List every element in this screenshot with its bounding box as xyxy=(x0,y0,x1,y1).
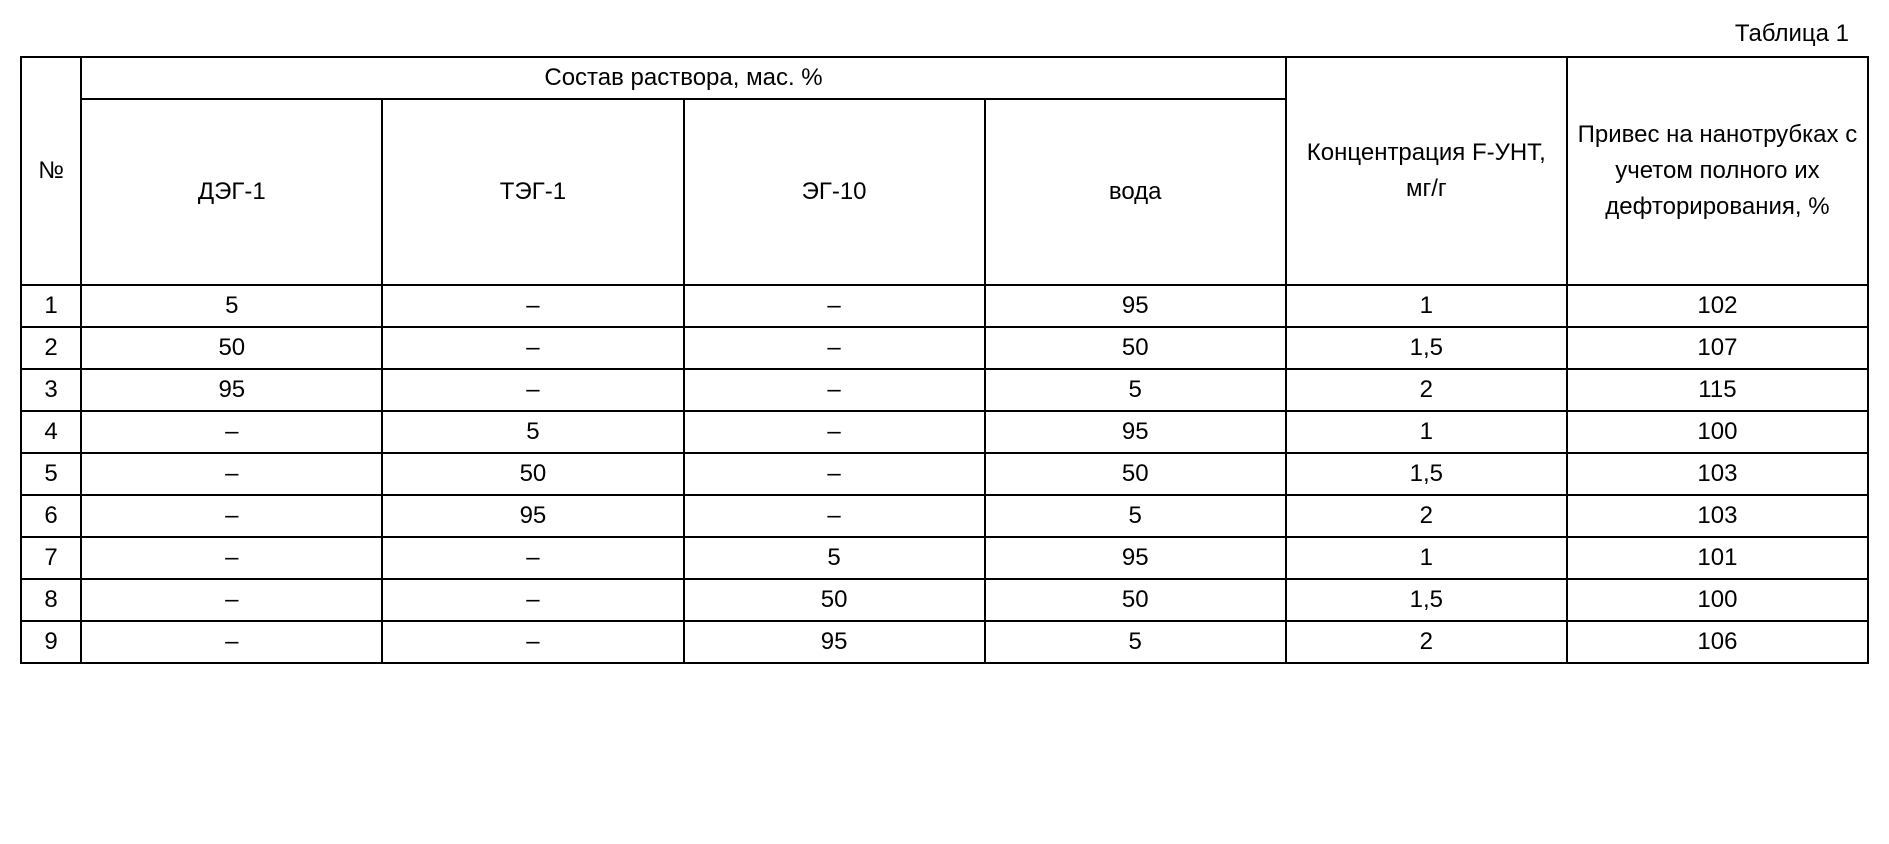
cell: 50 xyxy=(81,327,382,369)
table-row: 8 – – 50 50 1,5 100 xyxy=(21,579,1868,621)
cell: 50 xyxy=(985,579,1286,621)
cell: – xyxy=(382,369,683,411)
cell: – xyxy=(382,537,683,579)
cell: – xyxy=(684,327,985,369)
cell-conc: 2 xyxy=(1286,621,1567,663)
cell-gain: 100 xyxy=(1567,411,1868,453)
cell: – xyxy=(684,285,985,327)
table-caption: Таблица 1 xyxy=(20,20,1849,48)
cell: – xyxy=(684,495,985,537)
cell-gain: 101 xyxy=(1567,537,1868,579)
table-row: 3 95 – – 5 2 115 xyxy=(21,369,1868,411)
cell: 5 xyxy=(81,285,382,327)
col-eg10: ЭГ-10 xyxy=(684,99,985,285)
cell: 5 xyxy=(684,537,985,579)
cell: 95 xyxy=(985,537,1286,579)
cell: – xyxy=(684,453,985,495)
cell-num: 2 xyxy=(21,327,81,369)
cell-conc: 2 xyxy=(1286,495,1567,537)
cell-num: 9 xyxy=(21,621,81,663)
table-row: 7 – – 5 95 1 101 xyxy=(21,537,1868,579)
cell: 5 xyxy=(985,621,1286,663)
cell-num: 6 xyxy=(21,495,81,537)
cell: – xyxy=(684,369,985,411)
cell: – xyxy=(81,579,382,621)
table-body: 1 5 – – 95 1 102 2 50 – – 50 1,5 107 3 9… xyxy=(21,285,1868,663)
table-header-row-1: № Состав раствора, мас. % Концентрация F… xyxy=(21,57,1868,99)
cell: 95 xyxy=(382,495,683,537)
cell-num: 1 xyxy=(21,285,81,327)
cell: – xyxy=(81,621,382,663)
col-concentration: Концентрация F-УНТ, мг/г xyxy=(1286,57,1567,285)
cell-conc: 1 xyxy=(1286,537,1567,579)
table-row: 5 – 50 – 50 1,5 103 xyxy=(21,453,1868,495)
cell: 50 xyxy=(382,453,683,495)
cell-gain: 115 xyxy=(1567,369,1868,411)
cell: 50 xyxy=(985,327,1286,369)
col-gain: Привес на нанотрубках с учетом полного и… xyxy=(1567,57,1868,285)
cell: – xyxy=(382,621,683,663)
table-row: 9 – – 95 5 2 106 xyxy=(21,621,1868,663)
table-row: 1 5 – – 95 1 102 xyxy=(21,285,1868,327)
col-teg1: ТЭГ-1 xyxy=(382,99,683,285)
cell: 95 xyxy=(985,285,1286,327)
cell: 5 xyxy=(985,495,1286,537)
cell-gain: 107 xyxy=(1567,327,1868,369)
cell-conc: 1,5 xyxy=(1286,327,1567,369)
table-row: 4 – 5 – 95 1 100 xyxy=(21,411,1868,453)
cell-gain: 103 xyxy=(1567,453,1868,495)
table-row: 2 50 – – 50 1,5 107 xyxy=(21,327,1868,369)
cell-num: 7 xyxy=(21,537,81,579)
cell-num: 8 xyxy=(21,579,81,621)
cell: – xyxy=(81,411,382,453)
cell-gain: 102 xyxy=(1567,285,1868,327)
col-group-composition: Состав раствора, мас. % xyxy=(81,57,1286,99)
cell: – xyxy=(382,579,683,621)
col-water: вода xyxy=(985,99,1286,285)
cell-gain: 103 xyxy=(1567,495,1868,537)
cell: 5 xyxy=(382,411,683,453)
cell: – xyxy=(684,411,985,453)
cell-conc: 1 xyxy=(1286,285,1567,327)
cell: 95 xyxy=(684,621,985,663)
data-table: № Состав раствора, мас. % Концентрация F… xyxy=(20,56,1869,664)
col-num: № xyxy=(21,57,81,285)
cell-conc: 1,5 xyxy=(1286,453,1567,495)
cell: – xyxy=(81,495,382,537)
cell: 95 xyxy=(985,411,1286,453)
cell-conc: 2 xyxy=(1286,369,1567,411)
cell: – xyxy=(382,327,683,369)
cell-conc: 1,5 xyxy=(1286,579,1567,621)
cell-gain: 106 xyxy=(1567,621,1868,663)
col-deg1: ДЭГ-1 xyxy=(81,99,382,285)
cell: 50 xyxy=(684,579,985,621)
cell: – xyxy=(81,453,382,495)
cell-conc: 1 xyxy=(1286,411,1567,453)
cell: 5 xyxy=(985,369,1286,411)
cell: 50 xyxy=(985,453,1286,495)
cell-gain: 100 xyxy=(1567,579,1868,621)
cell: – xyxy=(81,537,382,579)
cell: 95 xyxy=(81,369,382,411)
cell: – xyxy=(382,285,683,327)
cell-num: 3 xyxy=(21,369,81,411)
cell-num: 4 xyxy=(21,411,81,453)
table-row: 6 – 95 – 5 2 103 xyxy=(21,495,1868,537)
cell-num: 5 xyxy=(21,453,81,495)
